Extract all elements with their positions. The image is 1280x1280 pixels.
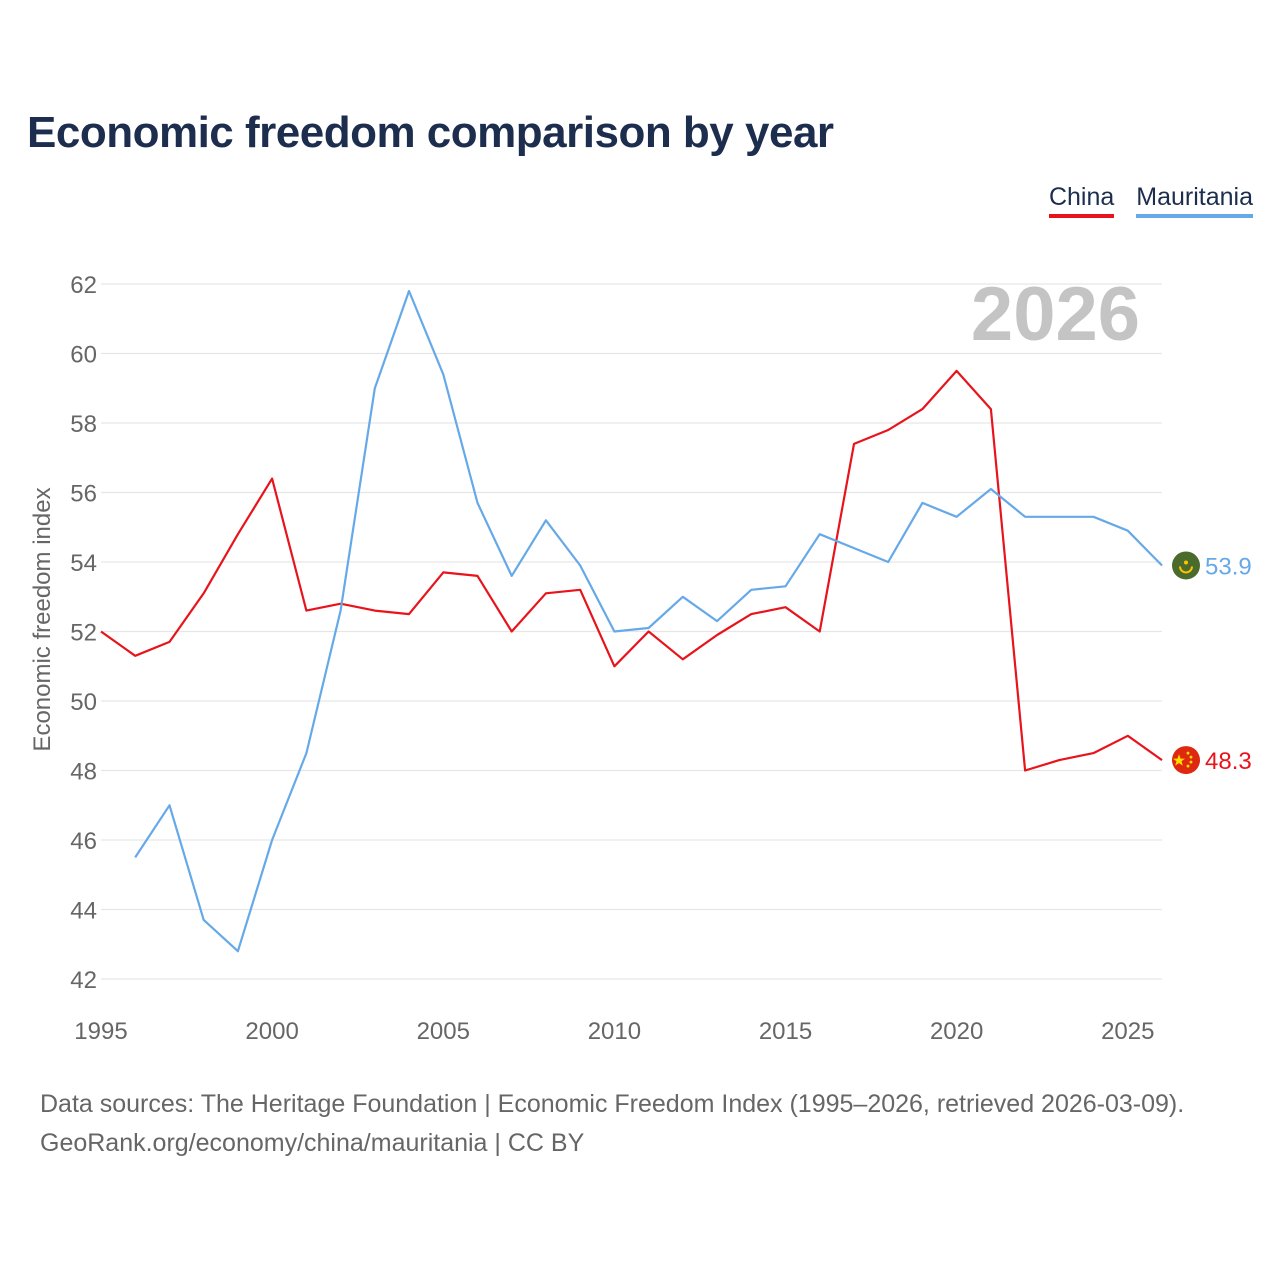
- y-axis-label: Economic freedom index: [29, 487, 56, 751]
- y-axis-ticks: 42 44 46 48 50 52 54 56 58 60 62: [70, 272, 97, 994]
- y-tick-label: 42: [70, 967, 97, 994]
- legend-item-china[interactable]: China: [1048, 183, 1115, 218]
- y-tick-label: 52: [70, 620, 97, 647]
- y-tick-label: 46: [70, 828, 97, 855]
- legend: China Mauritania: [1048, 183, 1253, 218]
- series-lines: [100, 289, 1163, 953]
- x-tick-label: 2020: [930, 1018, 983, 1045]
- y-tick-label: 54: [70, 550, 97, 577]
- footer: Data sources: The Heritage Foundation | …: [40, 1085, 1184, 1163]
- y-tick-label: 62: [70, 272, 97, 299]
- series-line-china[interactable]: [100, 369, 1163, 772]
- y-tick-label: 58: [70, 411, 97, 438]
- source-note: Data sources: The Heritage Foundation | …: [40, 1090, 1185, 1118]
- x-axis-ticks: 1995 2000 2005 2010 2015 2020 2025: [74, 1018, 1154, 1045]
- x-tick-label: 2025: [1101, 1018, 1154, 1045]
- series-line-mauritania[interactable]: [134, 289, 1163, 953]
- gridlines: [101, 283, 1162, 980]
- y-tick-label: 50: [70, 689, 97, 716]
- end-label-mauritania: 53.9: [1205, 553, 1252, 580]
- x-tick-label: 2005: [417, 1018, 470, 1045]
- y-tick-label: 60: [70, 342, 97, 369]
- series-endpoints: 48.3 53.9: [1172, 551, 1252, 775]
- chart-title: Economic freedom comparison by year: [27, 108, 834, 157]
- y-tick-label: 56: [70, 481, 97, 508]
- legend-item-mauritania[interactable]: Mauritania: [1136, 183, 1253, 218]
- end-label-china: 48.3: [1205, 748, 1252, 775]
- x-tick-label: 1995: [74, 1018, 127, 1045]
- y-tick-label: 48: [70, 759, 97, 786]
- x-tick-label: 2000: [245, 1018, 298, 1045]
- x-tick-label: 2010: [588, 1018, 641, 1045]
- y-tick-label: 44: [70, 898, 97, 925]
- mauritania-flag-icon: [1172, 551, 1200, 580]
- attribution-link[interactable]: GeoRank.org/economy/china/mauritania | C…: [40, 1129, 585, 1157]
- year-watermark: 2026: [971, 272, 1140, 357]
- x-tick-label: 2015: [759, 1018, 812, 1045]
- line-chart: 42 44 46 48 50 52 54 56 58 60 62 1995 2000 2005 2010 2…: [29, 272, 1252, 1045]
- china-flag-icon: [1172, 746, 1200, 775]
